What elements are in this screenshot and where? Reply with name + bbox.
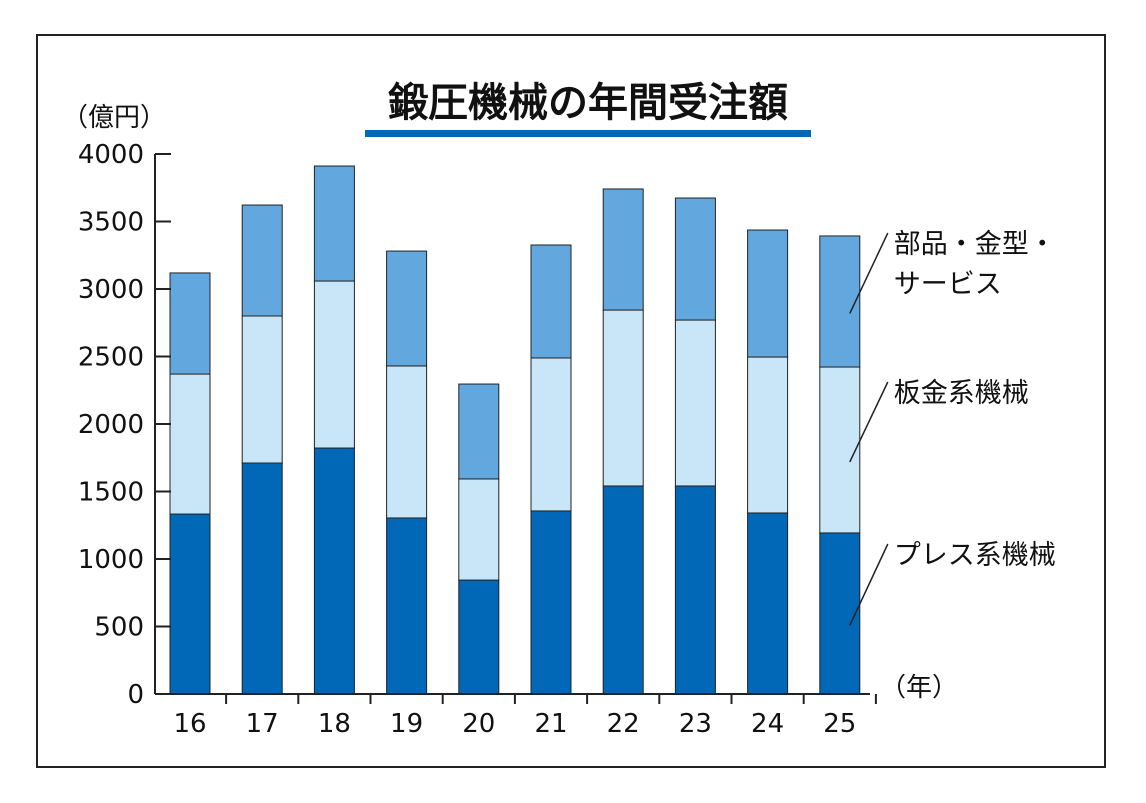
bar-segment-25-series-0 — [819, 532, 861, 695]
bar-segment-21-series-2 — [530, 244, 572, 359]
legend-label: 部品・金型・ — [894, 229, 1056, 260]
x-tick-label: 18 — [318, 709, 351, 739]
bar-segment-21-series-0 — [530, 510, 572, 695]
bar-segment-18-series-2 — [313, 165, 355, 282]
bar-segment-24-series-1 — [747, 356, 789, 514]
x-tick-label: 16 — [173, 709, 206, 739]
legend-label: 板金系機械 — [894, 378, 1029, 409]
legend-leader-line — [849, 232, 889, 314]
x-tick-label: 19 — [390, 709, 423, 739]
x-tick-label: 24 — [751, 709, 784, 739]
x-tick-label: 20 — [462, 709, 495, 739]
bar-segment-19-series-2 — [386, 250, 428, 367]
y-axis-label: （億円） — [62, 103, 166, 133]
bar-segment-17-series-2 — [241, 204, 283, 317]
y-tick-label: 1000 — [78, 545, 144, 575]
x-tick-label: 22 — [607, 709, 640, 739]
bar-segment-24-series-2 — [747, 229, 789, 358]
chart-title: 鍛圧機械の年間受注額 — [388, 80, 788, 126]
bar-segment-21-series-1 — [530, 357, 572, 512]
legend-leader-line — [849, 381, 889, 463]
bar-segment-16-series-2 — [169, 272, 211, 375]
bar-segment-22-series-0 — [602, 485, 644, 695]
bar-segment-23-series-1 — [674, 319, 716, 487]
bar-segment-17-series-1 — [241, 315, 283, 464]
bar-segment-22-series-2 — [602, 188, 644, 311]
legend-leader-line — [849, 543, 889, 626]
x-tick-label: 23 — [679, 709, 712, 739]
x-tick-label: 17 — [246, 709, 279, 739]
y-tick-label: 0 — [127, 680, 144, 710]
y-tick-label: 4000 — [78, 140, 144, 170]
bar-segment-20-series-2 — [458, 383, 500, 480]
x-tick-label: 21 — [534, 709, 567, 739]
bar-segment-19-series-1 — [386, 365, 428, 519]
bar-segment-17-series-0 — [241, 462, 283, 695]
bar-segment-23-series-2 — [674, 197, 716, 321]
x-axis-label: （年） — [880, 673, 958, 703]
legend-label: プレス系機械 — [894, 540, 1056, 571]
y-tick-label: 2000 — [78, 410, 144, 440]
bar-segment-22-series-1 — [602, 309, 644, 487]
bar-segment-25-series-2 — [819, 235, 861, 368]
x-tick-label: 25 — [823, 709, 856, 739]
bar-segment-24-series-0 — [747, 512, 789, 695]
bar-segment-18-series-0 — [313, 447, 355, 695]
y-tick-label: 1500 — [78, 478, 144, 508]
bar-segment-23-series-0 — [674, 485, 716, 695]
y-tick-label: 3000 — [78, 275, 144, 305]
bar-segment-16-series-0 — [169, 513, 211, 695]
bar-segment-20-series-1 — [458, 478, 500, 581]
bar-segment-18-series-1 — [313, 280, 355, 449]
bar-segment-16-series-1 — [169, 373, 211, 515]
y-tick-label: 2500 — [78, 343, 144, 373]
bar-segment-19-series-0 — [386, 517, 428, 695]
bar-segment-20-series-0 — [458, 579, 500, 695]
y-tick-label: 3500 — [78, 208, 144, 238]
bar-segment-25-series-1 — [819, 366, 861, 534]
title-underline — [365, 130, 811, 137]
legend-label: サービス — [894, 269, 1002, 300]
y-tick-label: 500 — [94, 613, 144, 643]
